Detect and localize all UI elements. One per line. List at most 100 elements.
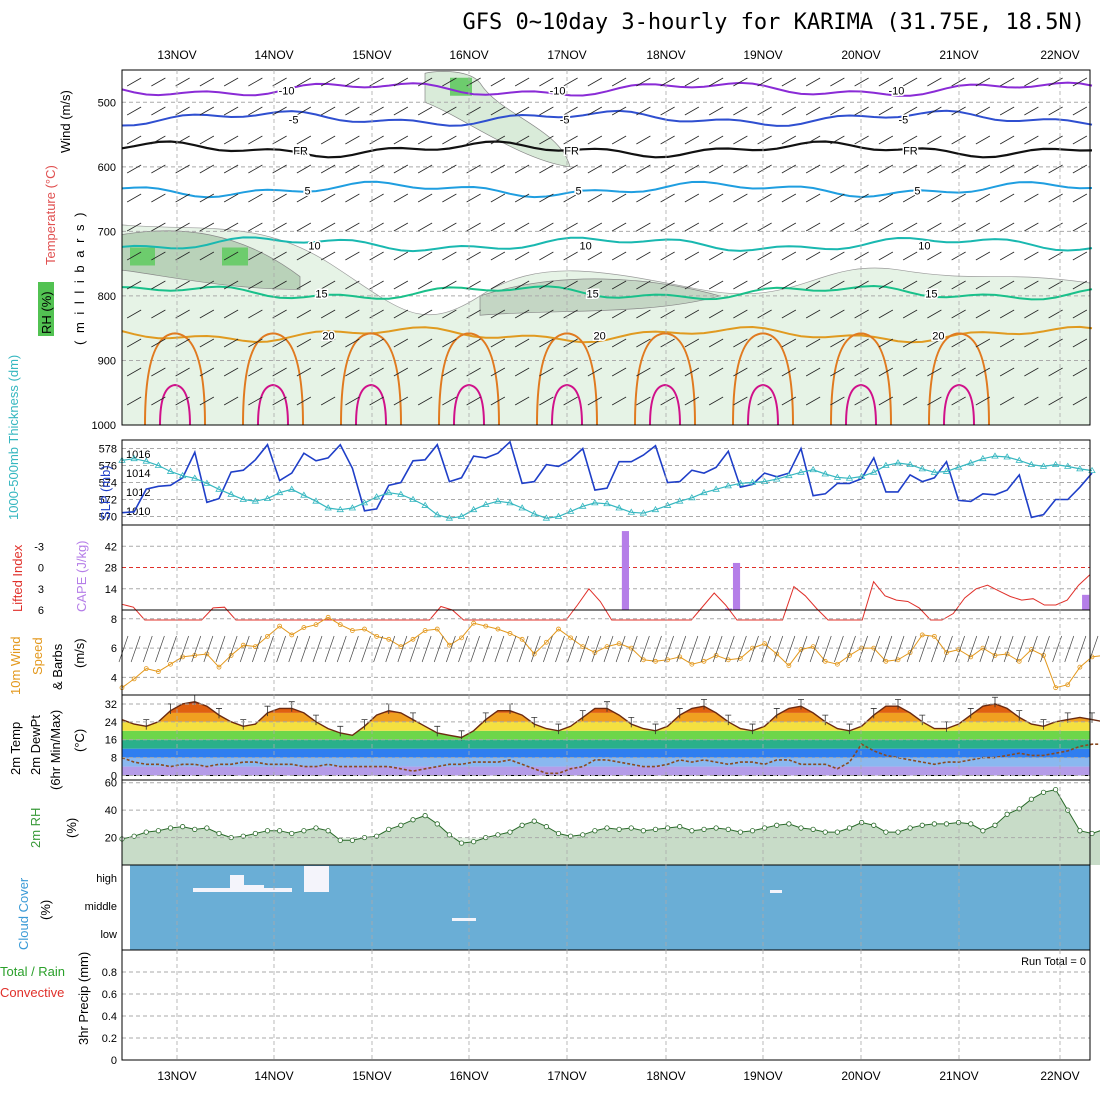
wind-barb: [931, 635, 941, 663]
rh-point: [871, 822, 877, 828]
warm-contour: [536, 332, 598, 426]
thickness-point: [130, 454, 138, 462]
wind-barb: [733, 77, 748, 87]
wind-barb: [927, 135, 942, 145]
wind-barb: [587, 280, 603, 290]
wind-barb: [854, 193, 869, 203]
wind-point: [240, 642, 246, 648]
wind-barb: [781, 396, 797, 406]
rh-point: [204, 825, 210, 831]
precip-tick: 0.6: [102, 989, 117, 1001]
isotherm-line: [121, 325, 1093, 344]
wind-barb: [563, 367, 578, 377]
temp-errorbar: [264, 705, 271, 717]
wind-barb: [684, 367, 700, 377]
wind-barb: [490, 222, 506, 232]
pressure-tick: 1000: [92, 420, 116, 432]
temp-band: [122, 721, 1090, 731]
pressure-axis-label: ( m i l l i b a r s ): [72, 211, 87, 345]
wind-barb: [320, 222, 336, 232]
thickness-point: [736, 479, 745, 486]
wind-barb: [296, 367, 312, 377]
wind-barb: [757, 106, 772, 116]
temp-band: [122, 748, 1090, 758]
wind-barb: [490, 396, 506, 406]
wind-barb: [955, 635, 965, 663]
hot-contour: [649, 383, 681, 426]
rh-point: [1053, 786, 1059, 793]
wind-point: [798, 647, 804, 652]
pressure-tick: 600: [98, 162, 116, 174]
date-label-top: 18NOV: [646, 48, 685, 62]
wind-barb: [563, 338, 578, 348]
temp-axis-label: 2m Temp: [8, 722, 23, 775]
wind-barb: [834, 635, 844, 663]
wind-barb: [175, 338, 190, 348]
temp-errorbar: [482, 712, 489, 723]
wind-barb: [442, 193, 457, 203]
warm-contour: [340, 332, 402, 426]
wind-barb: [227, 635, 238, 663]
wind-barb: [1024, 164, 1039, 174]
wind-barb: [757, 367, 772, 377]
wind-tick: 4: [111, 672, 117, 684]
minmax-axis-label: (6hr Min/Max): [48, 710, 63, 790]
wind-barb: [296, 338, 312, 348]
wind-barb: [902, 396, 918, 406]
temp-unit-label: (°C): [72, 729, 87, 752]
cloud-panel: high middle low Cloud Cover (%): [16, 864, 1091, 951]
wind-point: [543, 639, 549, 645]
rh-point: [919, 822, 925, 828]
rh-point: [337, 837, 343, 843]
rh-point: [834, 829, 840, 835]
wind-barb: [223, 106, 239, 116]
wind-barb: [151, 367, 166, 377]
wind-barb: [636, 251, 651, 261]
wind-barb: [320, 280, 336, 290]
cloud-patch: [244, 885, 264, 892]
wind-barb: [442, 367, 457, 377]
wind-barb: [975, 251, 991, 261]
wind-barb: [733, 193, 748, 203]
rh-point: [931, 821, 937, 827]
wind-barb: [272, 77, 287, 87]
wind-barb: [466, 222, 481, 232]
temp-errorbar: [822, 714, 829, 726]
wind-barb: [324, 635, 335, 663]
thickness-point: [942, 467, 951, 474]
rh-tick: 60: [105, 778, 117, 790]
wind-barb: [126, 280, 142, 290]
wind-barb: [126, 193, 142, 203]
rh-point: [713, 825, 719, 831]
wind-barb: [781, 280, 797, 290]
wind-barb: [248, 396, 263, 406]
wind-barb: [272, 338, 287, 348]
wind-barb: [660, 280, 675, 290]
wind-barb: [539, 280, 554, 290]
wind-barb: [854, 135, 869, 145]
hot-contour: [453, 383, 485, 426]
wind-barb: [951, 251, 966, 261]
pressure-tick: 900: [98, 355, 116, 367]
thickness-point: [251, 497, 260, 504]
wind-barb: [393, 396, 409, 406]
wind-barb: [975, 367, 991, 377]
wind-barb: [288, 635, 299, 663]
hot-contour: [551, 383, 583, 426]
wind-barb: [603, 635, 614, 663]
wind-barb: [708, 309, 724, 319]
wind-barb: [345, 77, 360, 87]
wind-barb: [975, 280, 991, 290]
wind-barb: [373, 635, 383, 663]
wind-barb: [345, 251, 360, 261]
cape-bar: [621, 531, 630, 610]
rh-point: [1004, 811, 1010, 817]
wind-barb: [781, 77, 797, 87]
wind-barb: [248, 106, 263, 116]
wind-barb: [1024, 251, 1039, 261]
date-label-top: 15NOV: [352, 48, 391, 62]
rh-point: [943, 821, 950, 827]
wind-barb: [927, 164, 942, 174]
wind-barb: [215, 635, 226, 663]
wind-barb: [951, 309, 966, 319]
